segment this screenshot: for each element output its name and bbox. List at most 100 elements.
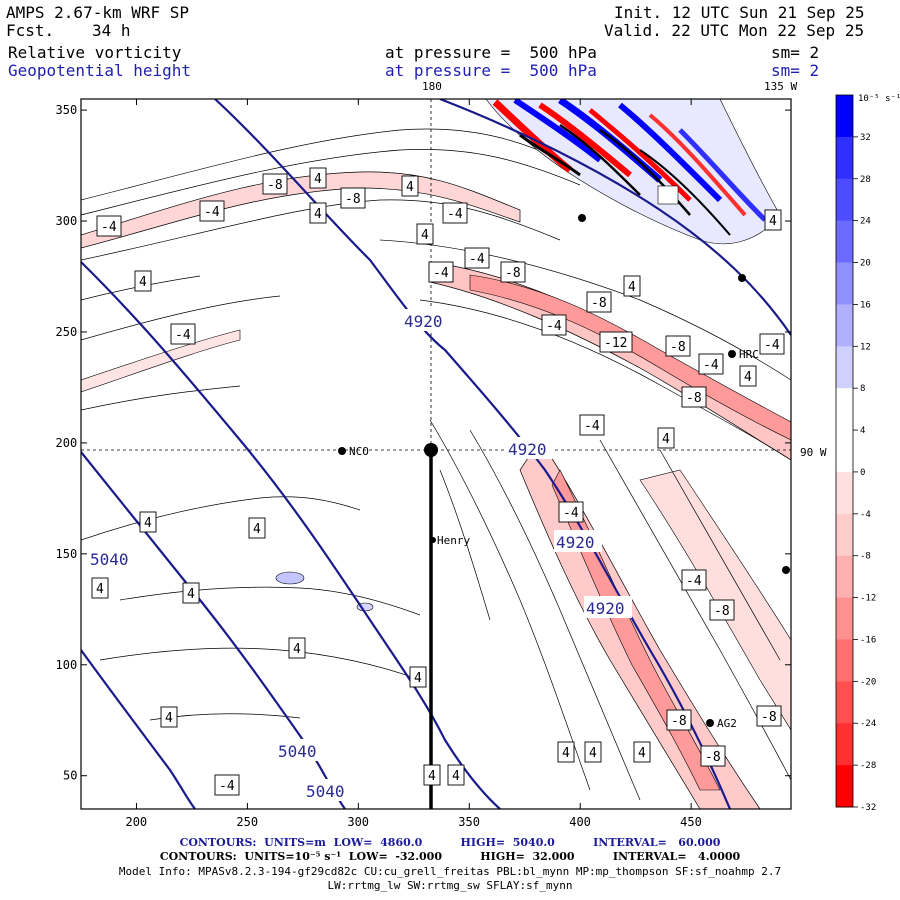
svg-text:-4: -4 [175, 328, 191, 343]
vorticity-contour-label: -4 [558, 501, 584, 523]
svg-text:-12: -12 [604, 336, 627, 351]
vorticity-contour-label: 4 [409, 666, 427, 688]
colorbar-swatch [836, 262, 853, 305]
colorbar-swatch [836, 513, 853, 557]
colorbar-tick-label: 28 [860, 175, 871, 185]
vorticity-contour-label: 4 [739, 365, 757, 387]
station-marker-hrc [728, 350, 736, 358]
vorticity-contour-label: -4 [579, 414, 605, 436]
svg-text:-4: -4 [219, 779, 235, 794]
colorbar-swatch [836, 136, 853, 180]
colorbar-swatch [836, 765, 853, 808]
station-label-henry: Henry [437, 534, 470, 547]
vorticity-contour-label: -8 [709, 599, 735, 621]
colorbar-tick-label: -8 [860, 552, 871, 562]
vorticity-contour-label: -12 [599, 331, 633, 353]
svg-text:-8: -8 [761, 710, 777, 725]
vorticity-band-west [81, 329, 241, 393]
vorticity-contour-label: 4 [288, 637, 306, 659]
svg-text:-4: -4 [686, 574, 702, 589]
y-axis: 350 300 250 200 150 100 50 [56, 103, 791, 783]
svg-text:-4: -4 [433, 266, 449, 281]
vorticity-contour-label: -8 [340, 187, 366, 209]
height-label: 4920 [404, 312, 443, 331]
svg-text:4: 4 [589, 746, 597, 761]
valid-time: Valid. 22 UTC Mon 22 Sep 25 [604, 21, 865, 40]
vorticity-contour-label: -8 [262, 173, 288, 195]
x-tick-label: 400 [569, 815, 591, 829]
vorticity-contour-label: -8 [665, 335, 691, 357]
x-tick-label: 200 [125, 815, 147, 829]
y-tick-label: 300 [56, 214, 78, 228]
station-marker-henry [430, 537, 436, 543]
smoothing-1: sm= 2 [771, 43, 820, 62]
svg-text:4: 4 [744, 370, 752, 385]
vorticity-core-east [469, 274, 791, 441]
station-label-hrc: HRC [739, 348, 759, 361]
vorticity-contour-label: -4 [96, 215, 122, 237]
vorticity-contour-label: 4 [248, 517, 266, 539]
colorbar-swatch [836, 555, 853, 599]
height-label: 4920 [508, 440, 547, 459]
colorbar-swatch [836, 95, 853, 138]
colorbar-tick-label: 16 [860, 300, 871, 310]
meridian-label-180: 180 [422, 80, 442, 93]
field-name-vorticity: Relative vorticity [8, 43, 182, 62]
height-label: 5040 [306, 782, 345, 801]
vorticity-contour-label: 4 [309, 167, 327, 189]
vorticity-contour-label: -4 [442, 202, 468, 224]
colorbar-swatch [836, 597, 853, 640]
geopotential-height-contours [81, 99, 791, 809]
transect-origin-marker [424, 443, 438, 457]
station-marker [578, 214, 586, 222]
vorticity-contour-label: 4 [139, 511, 157, 533]
station-marker [782, 566, 790, 574]
forecast-hour: 34 h [92, 21, 131, 40]
height-label: 4920 [586, 599, 625, 618]
svg-text:-4: -4 [546, 319, 562, 334]
pressure-level-2: at pressure = 500 hPa [385, 61, 597, 80]
plot-area: NCO Henry HRC AG2 4920 4920 4920 4920 50… [81, 99, 791, 809]
colorbar-tick-label: 0 [860, 468, 865, 478]
station-marker-ag2 [706, 719, 714, 727]
x-tick-label: 300 [347, 815, 369, 829]
svg-text:-4: -4 [469, 252, 485, 267]
svg-text:-8: -8 [267, 178, 283, 193]
station-label-ag2: AG2 [717, 717, 737, 730]
colorbar-tick-label: 4 [860, 426, 865, 436]
footer-physics-info: LW:rrtmg_lw SW:rrtmg_sw SFLAY:sf_mynn [327, 879, 573, 892]
svg-text:-4: -4 [204, 205, 220, 220]
colorbar-tick-label: -24 [860, 719, 876, 729]
vorticity-contour-label: 4 [623, 275, 641, 297]
vorticity-contour-label: 4 [160, 706, 178, 728]
colorbar-tick-label: 32 [860, 133, 871, 143]
meridian-label-135w: 135 W [764, 80, 797, 93]
vorticity-contour-label: 4 [423, 764, 441, 786]
pressure-level-1: at pressure = 500 hPa [385, 43, 597, 62]
vorticity-contour-label: -8 [500, 261, 526, 283]
svg-text:4: 4 [769, 214, 777, 229]
colorbar-swatch [836, 681, 853, 724]
svg-text:4: 4 [139, 275, 147, 290]
svg-text:-8: -8 [505, 266, 521, 281]
svg-text:-8: -8 [345, 192, 361, 207]
svg-text:4: 4 [314, 172, 322, 187]
colorbar-tick-label: -32 [860, 803, 876, 813]
colorbar-swatch [836, 304, 853, 347]
parallel-label-90w: 90 W [800, 446, 827, 459]
footer-vorticity-contours: CONTOURS: UNITS=10⁻⁵ s⁻¹ LOW= -32.000 HI… [159, 850, 741, 863]
plot-frame [80, 98, 792, 810]
colorbar: 10⁻⁵ s⁻¹ 32 28 24 20 16 12 8 4 0 -4 -8 -12 -16 -20 -24… [835, 94, 900, 813]
svg-text:-4: -4 [447, 207, 463, 222]
disturbed-vorticity-region [485, 99, 781, 245]
svg-text:4: 4 [452, 769, 460, 784]
vorticity-contour-label: -4 [541, 314, 567, 336]
colorbar-tick-label: -4 [860, 510, 871, 520]
y-tick-label: 200 [56, 436, 78, 450]
svg-text:-4: -4 [764, 338, 780, 353]
footer-height-contours: CONTOURS: UNITS=m LOW= 4860.0 HIGH= 5040… [179, 836, 721, 849]
vorticity-contour-label: -8 [700, 745, 726, 767]
height-label: 5040 [278, 742, 317, 761]
y-tick-label: 50 [63, 769, 77, 783]
vorticity-contour-label: 4 [557, 741, 575, 763]
